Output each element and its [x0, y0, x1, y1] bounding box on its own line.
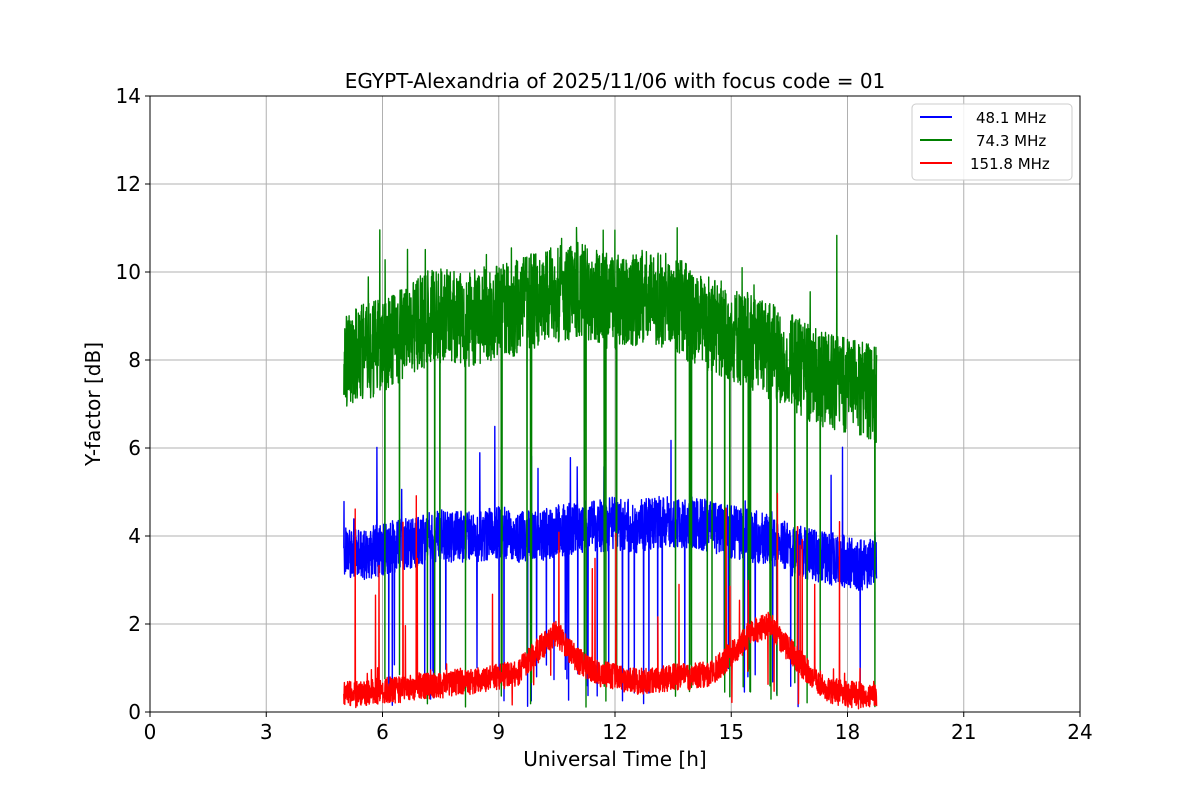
y-tick-label: 8 [128, 348, 141, 372]
chart-title: EGYPT-Alexandria of 2025/11/06 with focu… [345, 69, 886, 93]
series-74-3-mhz [343, 226, 878, 708]
legend-box [911, 103, 1073, 181]
series-layer [343, 226, 878, 710]
x-tick-label: 0 [144, 720, 157, 744]
series-151-8-mhz [343, 492, 878, 710]
x-tick-label: 9 [492, 720, 505, 744]
y-tick-label: 2 [128, 612, 141, 636]
x-tick-label: 24 [1067, 720, 1092, 744]
x-tick-label: 6 [376, 720, 389, 744]
y-tick-label: 12 [116, 172, 141, 196]
x-tick-label: 3 [260, 720, 273, 744]
y-tick-label: 6 [128, 436, 141, 460]
legend-label-74-3: 74.3 MHz [976, 132, 1046, 150]
x-tick-label: 15 [719, 720, 744, 744]
legend-label-48-1: 48.1 MHz [976, 109, 1046, 127]
x-tick-label: 21 [951, 720, 976, 744]
y-axis-label: Y-factor [dB] [81, 342, 105, 467]
y-tick-label: 10 [116, 260, 141, 284]
legend-label-151-8: 151.8 MHz [970, 155, 1050, 173]
legend: 48.1 MHz 74.3 MHz 151.8 MHz [911, 103, 1073, 181]
series-48-1-mhz [343, 425, 878, 708]
y-tick-label: 0 [128, 700, 141, 724]
y-tick-label: 14 [116, 84, 141, 108]
x-axis-label: Universal Time [h] [523, 747, 706, 771]
y-tick-label: 4 [128, 524, 141, 548]
x-tick-label: 12 [602, 720, 627, 744]
x-tick-label: 18 [835, 720, 860, 744]
